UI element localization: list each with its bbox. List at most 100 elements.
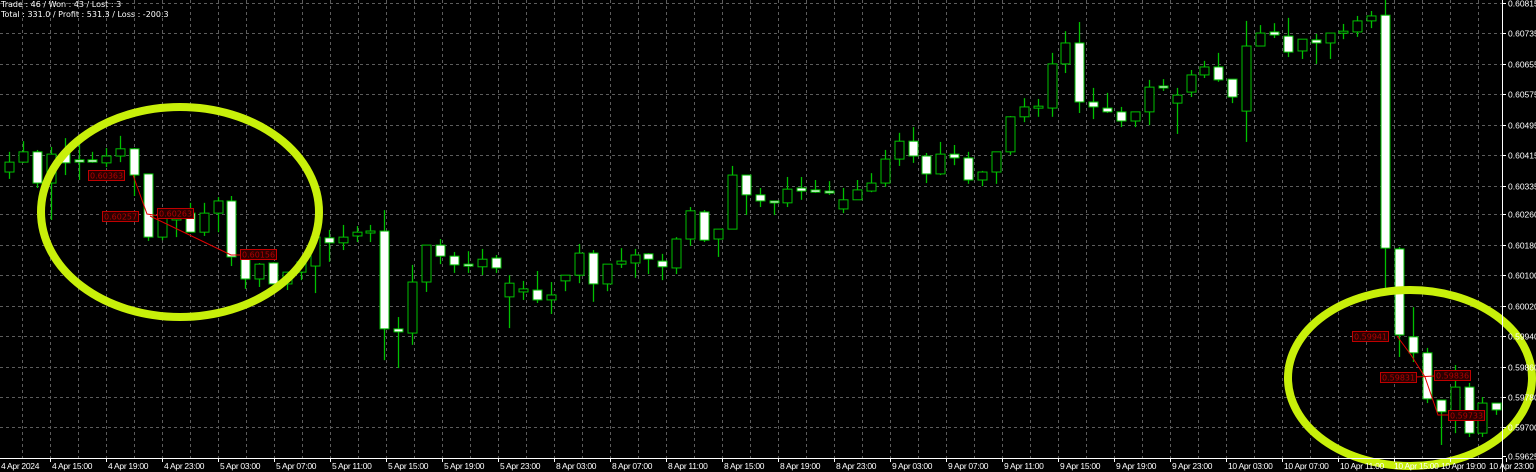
x-tick-label: 9 Apr 19:00 — [1116, 461, 1157, 471]
candle-bull — [560, 274, 571, 292]
y-tick-label: 0.59780 — [1508, 393, 1536, 403]
candle-body — [1102, 107, 1113, 113]
candle-body — [963, 157, 974, 181]
x-tick-label: 8 Apr 19:00 — [780, 461, 821, 471]
candle-bear — [324, 229, 335, 262]
candle-bear — [226, 195, 237, 267]
candle-bear — [657, 253, 668, 281]
candle-body — [782, 188, 793, 204]
candle-bull — [199, 202, 210, 236]
candle-body — [699, 211, 710, 241]
profit-loss-text: Total : 331.0 / Profit : 531.3 / Loss : … — [1, 10, 169, 19]
x-tick-label: 9 Apr 07:00 — [948, 461, 989, 471]
candle-body — [991, 151, 1002, 173]
candle-body — [254, 263, 265, 280]
candle-bear — [810, 180, 821, 193]
candle-bear — [908, 127, 919, 163]
x-tick-label: 4 Apr 2024 — [1, 461, 40, 471]
candle-bear — [1436, 399, 1447, 445]
candle-body — [1325, 32, 1336, 44]
candle-body — [226, 200, 237, 258]
candle-bull — [616, 248, 627, 268]
candle-body — [560, 274, 571, 282]
candle-bull — [1338, 23, 1349, 40]
candle-bear — [1269, 23, 1280, 39]
candle-body — [713, 228, 724, 240]
candle-bull — [254, 262, 265, 287]
x-tick-label: 10 Apr 07:00 — [1284, 461, 1329, 471]
x-tick-label: 4 Apr 19:00 — [108, 461, 149, 471]
y-tick-label: 0.60020 — [1508, 302, 1536, 312]
candle-body — [602, 263, 613, 285]
candle-body — [199, 212, 210, 233]
candle-body — [1283, 35, 1294, 53]
candle-body — [1130, 111, 1141, 122]
candle-bull — [1033, 98, 1044, 117]
candle-body — [477, 258, 488, 268]
trade-price-label: 0.60263 — [159, 210, 192, 219]
candle-bear — [1116, 106, 1127, 128]
x-tick-label: 4 Apr 15:00 — [52, 461, 93, 471]
candle-bear — [32, 149, 43, 189]
trade-count-text: Trade : 46 / Won : 43 / Lost : 3 — [1, 0, 122, 9]
candle-bull — [365, 224, 376, 243]
x-tick-label: 8 Apr 23:00 — [836, 461, 877, 471]
y-tick-label: 0.59700 — [1508, 423, 1536, 433]
candle-body — [143, 173, 154, 238]
candle-bull — [866, 173, 877, 193]
candle-body — [921, 155, 932, 175]
candle-bear — [1464, 382, 1475, 437]
x-tick-label: 5 Apr 07:00 — [276, 461, 317, 471]
candle-bull — [1172, 87, 1183, 134]
candle-bull — [1255, 25, 1266, 47]
candle-body — [407, 281, 418, 334]
candle-body — [1338, 30, 1349, 34]
candle-body — [630, 254, 641, 264]
y-tick-label: 0.60655 — [1508, 60, 1536, 70]
y-tick-label: 0.60495 — [1508, 121, 1536, 131]
candle-bear — [824, 181, 835, 195]
candle-body — [546, 294, 557, 301]
candle-body — [379, 230, 390, 330]
candle-bull — [630, 248, 641, 278]
candle-bear — [588, 250, 599, 302]
candle-bear — [463, 251, 474, 273]
grid — [0, 0, 1502, 458]
candle-bull — [671, 237, 682, 275]
y-tick-label: 0.59625 — [1508, 452, 1536, 462]
candle-body — [74, 159, 85, 163]
candle-bull — [894, 132, 905, 166]
candle-bull — [1130, 111, 1141, 128]
highlight-ellipses — [37, 103, 1536, 470]
candle-body — [532, 289, 543, 301]
x-tick-label: 8 Apr 15:00 — [724, 461, 765, 471]
candle-bear — [435, 239, 446, 265]
candle-body — [129, 148, 140, 176]
trade-line — [1396, 335, 1448, 416]
candle-bull — [352, 226, 363, 243]
x-tick-label: 5 Apr 15:00 — [388, 461, 429, 471]
candle-body — [338, 236, 349, 244]
candle-bear — [491, 255, 502, 273]
candle-bull — [504, 275, 515, 329]
candle-bull — [1047, 52, 1058, 117]
candle-bear — [963, 151, 974, 184]
trade-price-box — [1380, 372, 1417, 383]
candle-body — [1366, 15, 1377, 22]
candle-bull — [1060, 31, 1071, 74]
candle-body — [852, 189, 863, 201]
candle-body — [838, 199, 849, 210]
candle-body — [810, 189, 821, 193]
x-tick-label: 10 Apr 11:00 — [1340, 461, 1385, 471]
candle-bull — [1199, 60, 1210, 78]
candle-bull — [18, 141, 29, 163]
trade-price-label: 0.59941 — [1354, 333, 1387, 342]
candle-bull — [602, 263, 613, 292]
candle-body — [1088, 101, 1099, 108]
y-tick-label: 0.59940 — [1508, 332, 1536, 342]
candle-bear — [921, 152, 932, 184]
candle-body — [657, 260, 668, 268]
candles — [4, 0, 1502, 445]
candle-body — [685, 210, 696, 240]
